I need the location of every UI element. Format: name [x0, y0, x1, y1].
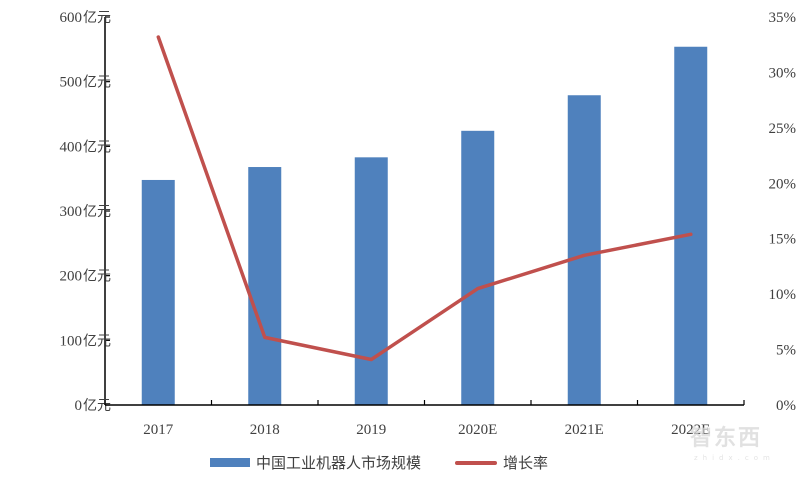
bar — [461, 130, 495, 405]
watermark-url: zhidx.com — [694, 454, 775, 462]
left-tick-unit: 亿元 — [83, 333, 111, 349]
legend-item-market-size: 中国工业机器人市场规模 — [210, 452, 421, 473]
legend: 中国工业机器人市场规模 增长率 — [210, 452, 548, 473]
legend-line-swatch-icon — [455, 460, 498, 465]
right-tick-label: 35% — [769, 10, 797, 26]
left-tick-unit: 亿元 — [83, 75, 111, 91]
left-tick-unit: 亿元 — [83, 398, 111, 414]
legend-item-growth-rate: 增长率 — [455, 452, 548, 473]
x-tick-label: 2017 — [143, 422, 174, 438]
right-tick-label: 25% — [769, 121, 797, 137]
bar — [567, 95, 601, 405]
bar — [674, 46, 708, 405]
bar — [248, 167, 282, 405]
bar-series — [141, 46, 708, 405]
right-tick-label: 5% — [776, 343, 796, 359]
left-tick-unit: 亿元 — [83, 10, 111, 26]
left-tick-label: 500 — [60, 75, 83, 91]
growth-line — [156, 35, 693, 362]
left-tick-label: 100 — [60, 333, 83, 349]
watermark-logo: 智东西 — [690, 426, 763, 451]
x-tick-label: 2018 — [250, 422, 280, 438]
right-tick-label: 15% — [769, 232, 797, 248]
bar — [354, 157, 388, 405]
right-y-axis: 0% 5% 10% 15% 20% 25% 30% 35% — [769, 10, 797, 414]
left-tick-label: 400 — [60, 139, 83, 155]
right-tick-label: 0% — [776, 398, 796, 414]
legend-label: 中国工业机器人市场规模 — [256, 454, 422, 472]
right-tick-label: 20% — [769, 176, 797, 192]
left-tick-label: 0 — [75, 398, 83, 414]
x-tick-label: 2019 — [356, 422, 386, 438]
left-tick-unit: 亿元 — [83, 204, 111, 220]
x-tick-label: 2020E — [458, 422, 497, 438]
x-tick-label: 2021E — [565, 422, 604, 438]
line-series — [156, 35, 693, 362]
left-tick-label: 300 — [60, 204, 83, 220]
left-tick-unit: 亿元 — [83, 269, 111, 285]
x-tick-label: 2022E — [671, 422, 710, 438]
bar — [141, 179, 175, 405]
left-tick-label: 600 — [60, 10, 83, 26]
left-tick-unit: 亿元 — [83, 139, 111, 155]
legend-bar-swatch-icon — [210, 458, 250, 467]
right-tick-label: 30% — [769, 65, 797, 81]
x-axis: 2017 2018 2019 2020E 2021E 2022E — [104, 400, 745, 438]
legend-label: 增长率 — [503, 454, 549, 472]
left-tick-label: 200 — [60, 269, 83, 285]
right-tick-label: 10% — [769, 287, 797, 303]
